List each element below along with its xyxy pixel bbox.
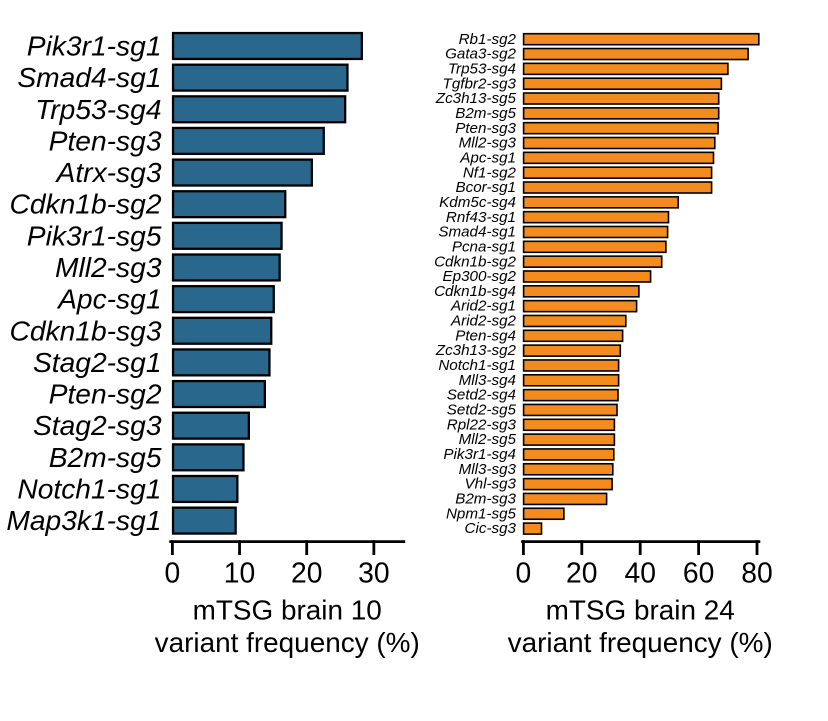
svg-text:Pik3r1-sg4: Pik3r1-sg4 <box>443 446 516 463</box>
svg-text:Atrx-sg3: Atrx-sg3 <box>55 156 162 188</box>
svg-text:20: 20 <box>566 556 597 588</box>
svg-text:Pcna-sg1: Pcna-sg1 <box>452 238 516 255</box>
svg-text:Setd2-sg4: Setd2-sg4 <box>447 387 516 404</box>
svg-text:Notch1-sg1: Notch1-sg1 <box>17 472 161 504</box>
svg-text:Gata3-sg2: Gata3-sg2 <box>445 46 516 63</box>
svg-text:Cdkn1b-sg4: Cdkn1b-sg4 <box>434 283 516 300</box>
svg-text:Pik3r1-sg5: Pik3r1-sg5 <box>27 219 162 251</box>
svg-text:Pten-sg4: Pten-sg4 <box>455 327 516 344</box>
svg-text:Nf1-sg2: Nf1-sg2 <box>463 164 517 181</box>
svg-text:Mll2-sg3: Mll2-sg3 <box>55 251 162 283</box>
svg-text:Rb1-sg2: Rb1-sg2 <box>459 31 517 48</box>
svg-text:mTSG brain 10: mTSG brain 10 <box>193 595 382 626</box>
svg-text:Zc3h13-sg5: Zc3h13-sg5 <box>435 90 517 107</box>
svg-text:Smad4-sg1: Smad4-sg1 <box>17 61 161 93</box>
svg-text:Pten-sg3: Pten-sg3 <box>49 124 162 156</box>
svg-text:Zc3h13-sg2: Zc3h13-sg2 <box>435 342 517 359</box>
svg-text:Mll3-sg4: Mll3-sg4 <box>459 372 516 389</box>
svg-text:Map3k1-sg1: Map3k1-sg1 <box>6 504 161 536</box>
svg-text:Vhl-sg3: Vhl-sg3 <box>465 476 517 493</box>
svg-text:Stag2-sg3: Stag2-sg3 <box>33 409 162 441</box>
svg-text:B2m-sg5: B2m-sg5 <box>49 441 162 473</box>
svg-text:B2m-sg3: B2m-sg3 <box>455 491 516 508</box>
svg-text:Bcor-sg1: Bcor-sg1 <box>456 179 517 196</box>
svg-text:Mll3-sg3: Mll3-sg3 <box>459 461 517 478</box>
svg-text:Kdm5c-sg4: Kdm5c-sg4 <box>439 194 516 211</box>
svg-text:Cdkn1b-sg3: Cdkn1b-sg3 <box>10 314 162 346</box>
svg-text:Npm1-sg5: Npm1-sg5 <box>446 505 517 522</box>
svg-text:Cdkn1b-sg2: Cdkn1b-sg2 <box>434 253 516 270</box>
svg-text:Rnf43-sg1: Rnf43-sg1 <box>446 209 516 226</box>
svg-text:variant frequency (%): variant frequency (%) <box>155 627 420 658</box>
svg-text:Pik3r1-sg1: Pik3r1-sg1 <box>27 30 162 62</box>
svg-text:Stag2-sg1: Stag2-sg1 <box>33 346 162 378</box>
svg-text:Rpl22-sg3: Rpl22-sg3 <box>447 416 517 433</box>
svg-text:Trp53-sg4: Trp53-sg4 <box>448 60 516 77</box>
svg-text:Mll2-sg5: Mll2-sg5 <box>459 431 517 448</box>
svg-text:Cic-sg3: Cic-sg3 <box>465 520 517 537</box>
svg-text:60: 60 <box>683 556 714 588</box>
svg-text:Arid2-sg2: Arid2-sg2 <box>450 313 517 330</box>
svg-text:Setd2-sg5: Setd2-sg5 <box>447 402 517 419</box>
svg-text:Tgfbr2-sg3: Tgfbr2-sg3 <box>443 75 517 92</box>
svg-text:80: 80 <box>741 556 772 588</box>
svg-text:B2m-sg5: B2m-sg5 <box>455 105 516 122</box>
svg-text:Cdkn1b-sg2: Cdkn1b-sg2 <box>10 188 162 220</box>
svg-text:mTSG brain 24: mTSG brain 24 <box>546 595 735 626</box>
svg-text:Pten-sg2: Pten-sg2 <box>49 378 162 410</box>
svg-text:10: 10 <box>224 556 255 588</box>
svg-text:Arid2-sg1: Arid2-sg1 <box>450 298 516 315</box>
svg-text:0: 0 <box>516 556 532 588</box>
svg-text:Pten-sg3: Pten-sg3 <box>455 120 516 137</box>
svg-text:30: 30 <box>358 556 389 588</box>
svg-text:0: 0 <box>165 556 181 588</box>
svg-text:Apc-sg1: Apc-sg1 <box>56 283 161 315</box>
svg-text:variant frequency (%): variant frequency (%) <box>508 627 773 658</box>
svg-text:Ep300-sg2: Ep300-sg2 <box>443 268 517 285</box>
svg-text:Notch1-sg1: Notch1-sg1 <box>438 357 516 374</box>
svg-text:Smad4-sg1: Smad4-sg1 <box>438 224 516 241</box>
svg-text:Mll2-sg3: Mll2-sg3 <box>459 135 517 152</box>
svg-text:40: 40 <box>624 556 655 588</box>
svg-text:20: 20 <box>291 556 322 588</box>
svg-text:Trp53-sg4: Trp53-sg4 <box>35 93 161 125</box>
svg-text:Apc-sg1: Apc-sg1 <box>459 149 516 166</box>
